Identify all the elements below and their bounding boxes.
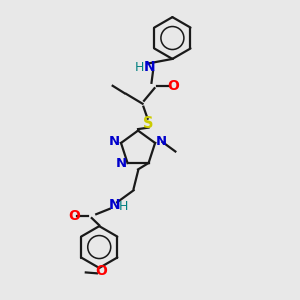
Text: N: N xyxy=(156,135,167,148)
Text: S: S xyxy=(143,116,154,130)
Text: H: H xyxy=(135,61,144,74)
Text: N: N xyxy=(116,158,127,170)
Text: N: N xyxy=(109,135,120,148)
Text: O: O xyxy=(95,264,107,278)
Text: O: O xyxy=(167,79,179,93)
Text: O: O xyxy=(68,209,80,223)
Text: N: N xyxy=(144,60,155,74)
Text: H: H xyxy=(119,200,128,213)
Text: N: N xyxy=(108,198,120,212)
